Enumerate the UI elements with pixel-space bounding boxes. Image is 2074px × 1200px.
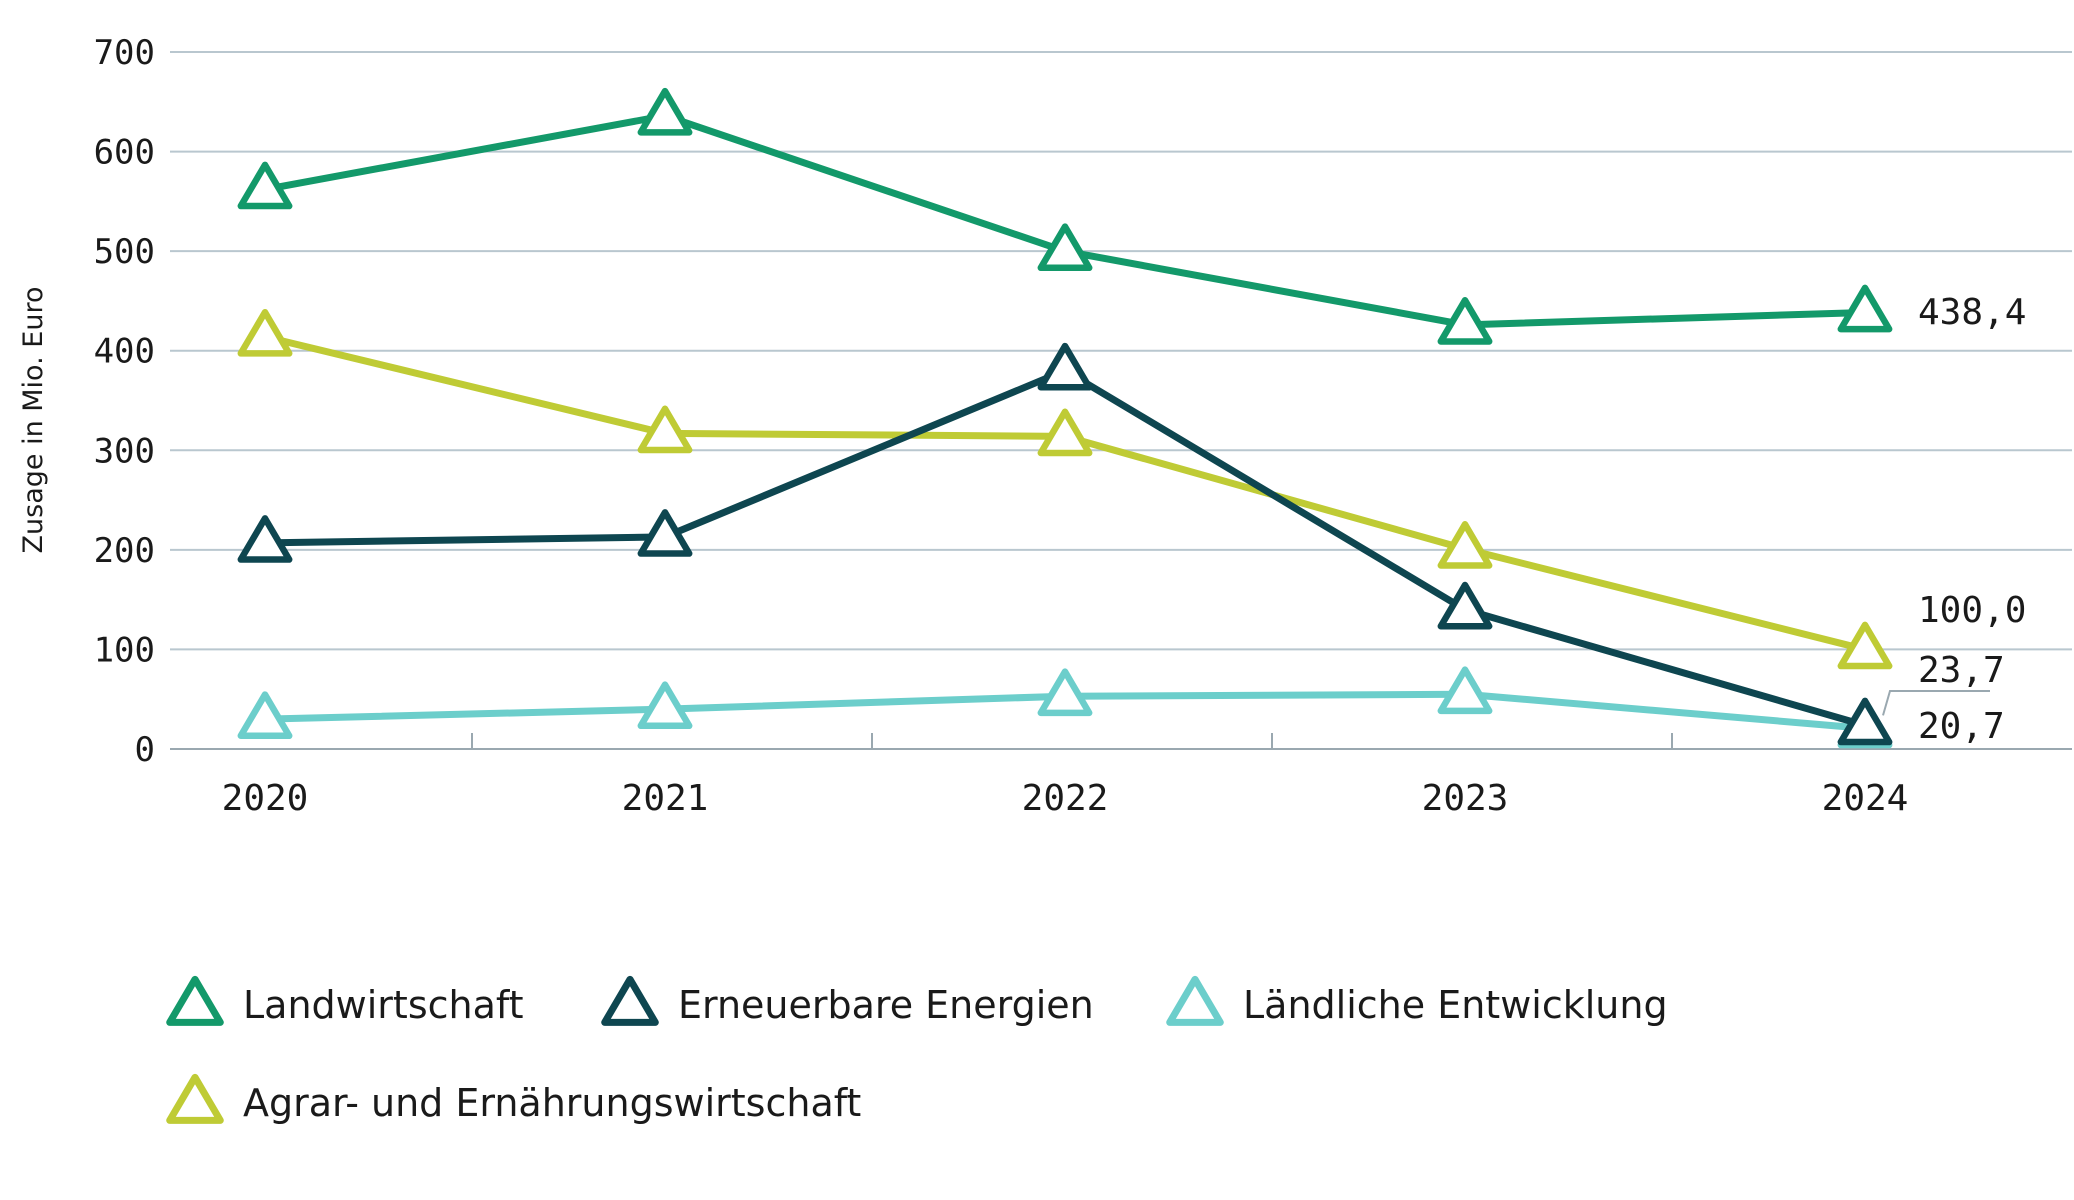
- y-tick-label: 100: [94, 630, 155, 670]
- data-point-marker: [637, 405, 693, 454]
- series-agrar-und-ern-hrungswirtschaft: [237, 308, 1893, 670]
- legend-label: Ländliche Entwicklung: [1243, 983, 1668, 1027]
- series-landwirtschaft: [237, 87, 1893, 345]
- end-value-label: 438,4: [1918, 292, 2026, 333]
- x-axis: 2020 2021 2022 2023 2024: [170, 733, 2072, 819]
- y-tick-label: 200: [94, 531, 155, 571]
- data-point-marker: [237, 161, 293, 210]
- end-value-label: 100,0: [1918, 590, 2026, 631]
- data-point-marker: [1437, 666, 1493, 715]
- y-axis-label: Zusage in Mio. Euro: [18, 287, 49, 554]
- data-point-marker: [1437, 521, 1493, 569]
- x-tick-label: 2020: [222, 778, 309, 819]
- data-point-marker: [637, 681, 693, 730]
- data-point-marker: [1037, 668, 1093, 717]
- end-value-label: 20,7: [1918, 706, 2005, 747]
- data-point-marker: [1837, 621, 1893, 670]
- y-tick-label: 300: [94, 431, 155, 471]
- data-point-marker: [237, 691, 293, 740]
- x-tick-label: 2022: [1022, 778, 1109, 819]
- data-point-marker: [1437, 581, 1493, 630]
- legend-item: Ländliche Entwicklung: [1166, 975, 1668, 1027]
- y-tick-label: 600: [94, 133, 155, 173]
- legend-label: Agrar- und Ernährungswirtschaft: [243, 1081, 861, 1125]
- legend: Landwirtschaft Erneuerbare Energien Ländli…: [166, 975, 1668, 1125]
- end-value-label: 23,7: [1918, 650, 2005, 691]
- legend-triangle-icon: [1166, 975, 1224, 1026]
- data-point-marker: [1837, 284, 1893, 333]
- legend-triangle-icon: [601, 975, 659, 1026]
- y-tick-label: 700: [94, 33, 155, 73]
- legend-item: Agrar- und Ernährungswirtschaft: [166, 1073, 861, 1125]
- x-tick-label: 2021: [622, 778, 709, 819]
- series-lines: [237, 87, 1893, 749]
- data-point-marker: [1037, 342, 1093, 391]
- data-point-marker: [637, 509, 693, 557]
- legend-label: Erneuerbare Energien: [678, 983, 1094, 1027]
- data-point-marker: [1437, 297, 1493, 345]
- end-value-labels: 438,4 100,0 23,7 20,7: [1882, 292, 2026, 747]
- x-tick-label: 2024: [1822, 778, 1909, 819]
- data-point-marker: [1037, 408, 1093, 457]
- grid-lines: [170, 51, 2072, 651]
- legend-item: Erneuerbare Energien: [601, 975, 1094, 1027]
- y-tick-label: 500: [94, 232, 155, 272]
- data-point-marker: [1037, 223, 1093, 272]
- y-tick-label: 0: [135, 730, 155, 770]
- legend-triangle-icon: [166, 975, 224, 1026]
- data-point-marker: [1837, 697, 1893, 746]
- data-point-marker: [237, 515, 293, 563]
- y-axis-ticks: 0 100 200 300 400 500 600 700: [94, 33, 155, 770]
- y-tick-label: 400: [94, 332, 155, 372]
- legend-label: Landwirtschaft: [243, 983, 524, 1027]
- legend-triangle-icon: [166, 1073, 224, 1124]
- x-tick-label: 2023: [1422, 778, 1509, 819]
- series-erneuerbare-energien: [237, 342, 1893, 746]
- series-l-ndliche-entwicklung: [237, 666, 1893, 749]
- label-leader-line: [1882, 690, 1990, 716]
- series-line: [264, 112, 1866, 329]
- legend-item: Landwirtschaft: [166, 975, 524, 1027]
- data-point-marker: [237, 308, 293, 357]
- data-point-marker: [637, 87, 693, 136]
